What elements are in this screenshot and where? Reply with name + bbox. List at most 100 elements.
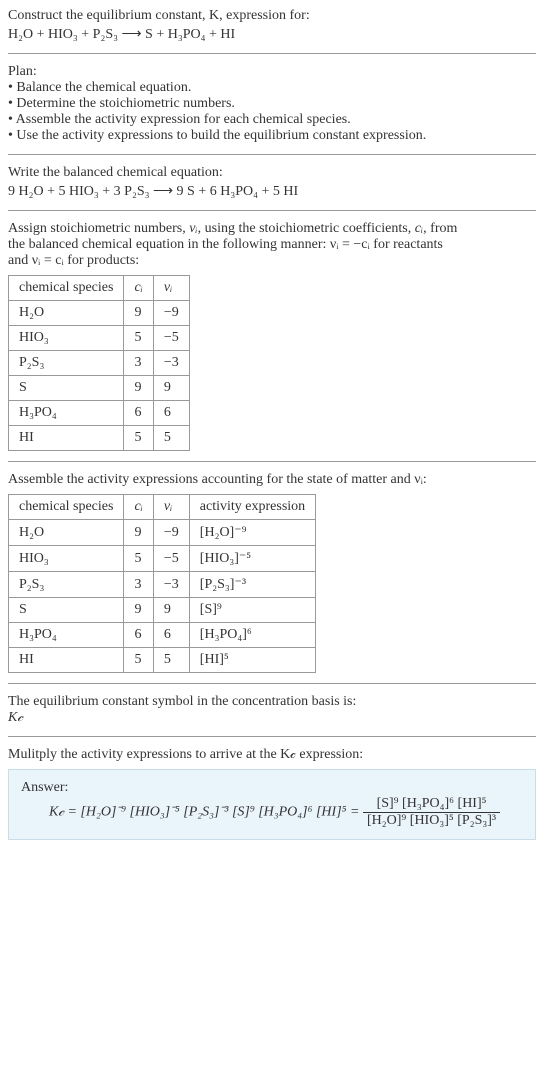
- cell: S: [9, 598, 124, 623]
- table-header-row: chemical species cᵢ νᵢ activity expressi…: [9, 495, 316, 520]
- activity-text: Assemble the activity expressions accoun…: [8, 472, 536, 488]
- table-header: chemical species: [9, 495, 124, 520]
- table-row: H₃PO₄66: [9, 401, 190, 426]
- cell: [HI]⁵: [189, 648, 315, 673]
- cell: 3: [124, 351, 153, 376]
- activity-section: Assemble the activity expressions accoun…: [8, 472, 536, 673]
- divider: [8, 210, 536, 211]
- table-header: chemical species: [9, 276, 124, 301]
- cell: 6: [124, 623, 153, 648]
- cell: 5: [124, 648, 153, 673]
- cell: 6: [124, 401, 153, 426]
- plan-title: Plan:: [8, 64, 536, 80]
- stoich-line1c: , from: [423, 221, 457, 236]
- cell: HIO₃: [9, 326, 124, 351]
- divider: [8, 461, 536, 462]
- header-line1: Construct the equilibrium constant, K, e…: [8, 8, 536, 24]
- table-row: S99[S]⁹: [9, 598, 316, 623]
- cell: −9: [153, 520, 189, 546]
- cell: 5: [124, 426, 153, 451]
- cell: 9: [124, 376, 153, 401]
- stoich-table: chemical species cᵢ νᵢ H₂O9−9 HIO₃5−5 P₂…: [8, 275, 190, 451]
- stoich-line2: the balanced chemical equation in the fo…: [8, 237, 536, 253]
- cell: −9: [153, 301, 189, 326]
- cell: H₂O: [9, 301, 124, 326]
- cell: 5: [153, 426, 189, 451]
- fraction-denominator: [H₂O]⁹ [HIO₃]⁵ [P₂S₃]³: [363, 813, 500, 829]
- cell: 3: [124, 572, 153, 598]
- cell: [S]⁹: [189, 598, 315, 623]
- table-row: P₂S₃3−3[P₂S₃]⁻³: [9, 572, 316, 598]
- cell: H₃PO₄: [9, 623, 124, 648]
- cell: 5: [124, 546, 153, 572]
- cell: −5: [153, 326, 189, 351]
- table-header: νᵢ: [153, 495, 189, 520]
- stoich-line1b: , using the stoichiometric coefficients,: [198, 221, 415, 236]
- table-header: cᵢ: [124, 495, 153, 520]
- cell: −5: [153, 546, 189, 572]
- answer-equation: K𝒸 = [H₂O]⁻⁹ [HIO₃]⁻⁵ [P₂S₃]⁻³ [S]⁹ [H₃P…: [21, 796, 523, 829]
- table-row: P₂S₃3−3: [9, 351, 190, 376]
- cell: 9: [124, 520, 153, 546]
- cell: P₂S₃: [9, 572, 124, 598]
- cell: 5: [153, 648, 189, 673]
- plan-bullet: • Use the activity expressions to build …: [8, 128, 536, 144]
- plan-bullet: • Determine the stoichiometric numbers.: [8, 96, 536, 112]
- cell: −3: [153, 351, 189, 376]
- cell: HIO₃: [9, 546, 124, 572]
- cell: 6: [153, 623, 189, 648]
- table-row: H₂O9−9[H₂O]⁻⁹: [9, 520, 316, 546]
- cell: 9: [124, 598, 153, 623]
- cell: [P₂S₃]⁻³: [189, 572, 315, 598]
- stoich-line3: and νᵢ = cᵢ for products:: [8, 253, 536, 269]
- answer-fraction: [S]⁹ [H₃PO₄]⁶ [HI]⁵ [H₂O]⁹ [HIO₃]⁵ [P₂S₃…: [363, 796, 500, 829]
- table-row: H₂O9−9: [9, 301, 190, 326]
- multiply-text: Mulitply the activity expressions to arr…: [8, 747, 536, 763]
- nu-i: νᵢ: [189, 221, 197, 236]
- table-row: HIO₃5−5[HIO₃]⁻⁵: [9, 546, 316, 572]
- activity-table: chemical species cᵢ νᵢ activity expressi…: [8, 494, 316, 673]
- cell: −3: [153, 572, 189, 598]
- table-row: HI55[HI]⁵: [9, 648, 316, 673]
- header-section: Construct the equilibrium constant, K, e…: [8, 8, 536, 43]
- cell: HI: [9, 426, 124, 451]
- table-row: HIO₃5−5: [9, 326, 190, 351]
- stoich-text: Assign stoichiometric numbers, νᵢ, using…: [8, 221, 536, 269]
- cell: P₂S₃: [9, 351, 124, 376]
- stoich-line1a: Assign stoichiometric numbers,: [8, 221, 189, 236]
- cell: S: [9, 376, 124, 401]
- table-header: activity expression: [189, 495, 315, 520]
- cell: 5: [124, 326, 153, 351]
- plan-bullet: • Assemble the activity expression for e…: [8, 112, 536, 128]
- multiply-section: Mulitply the activity expressions to arr…: [8, 747, 536, 840]
- answer-lhs: K𝒸 = [H₂O]⁻⁹ [HIO₃]⁻⁵ [P₂S₃]⁻³ [S]⁹ [H₃P…: [49, 805, 363, 820]
- kc-symbol-line2: K𝒸: [8, 710, 536, 726]
- cell: H₃PO₄: [9, 401, 124, 426]
- table-row: S99: [9, 376, 190, 401]
- cell: HI: [9, 648, 124, 673]
- divider: [8, 683, 536, 684]
- fraction-numerator: [S]⁹ [H₃PO₄]⁶ [HI]⁵: [363, 796, 500, 813]
- header-equation: H₂O + HIO₃ + P₂S₃ ⟶ S + H₃PO₄ + HI: [8, 26, 536, 43]
- table-row: HI55: [9, 426, 190, 451]
- cell: 9: [124, 301, 153, 326]
- cell: [H₃PO₄]⁶: [189, 623, 315, 648]
- cell: 6: [153, 401, 189, 426]
- cell: 9: [153, 376, 189, 401]
- divider: [8, 154, 536, 155]
- balanced-section: Write the balanced chemical equation: 9 …: [8, 165, 536, 200]
- divider: [8, 53, 536, 54]
- plan-section: Plan: • Balance the chemical equation. •…: [8, 64, 536, 144]
- balanced-title: Write the balanced chemical equation:: [8, 165, 536, 181]
- cell: 9: [153, 598, 189, 623]
- table-row: H₃PO₄66[H₃PO₄]⁶: [9, 623, 316, 648]
- cell: H₂O: [9, 520, 124, 546]
- table-header-row: chemical species cᵢ νᵢ: [9, 276, 190, 301]
- c-i: cᵢ: [415, 221, 423, 236]
- stoich-section: Assign stoichiometric numbers, νᵢ, using…: [8, 221, 536, 451]
- kc-symbol-section: The equilibrium constant symbol in the c…: [8, 694, 536, 726]
- balanced-equation: 9 H₂O + 5 HIO₃ + 3 P₂S₃ ⟶ 9 S + 6 H₃PO₄ …: [8, 183, 536, 200]
- divider: [8, 736, 536, 737]
- answer-label: Answer:: [21, 780, 523, 796]
- answer-box: Answer: K𝒸 = [H₂O]⁻⁹ [HIO₃]⁻⁵ [P₂S₃]⁻³ […: [8, 769, 536, 840]
